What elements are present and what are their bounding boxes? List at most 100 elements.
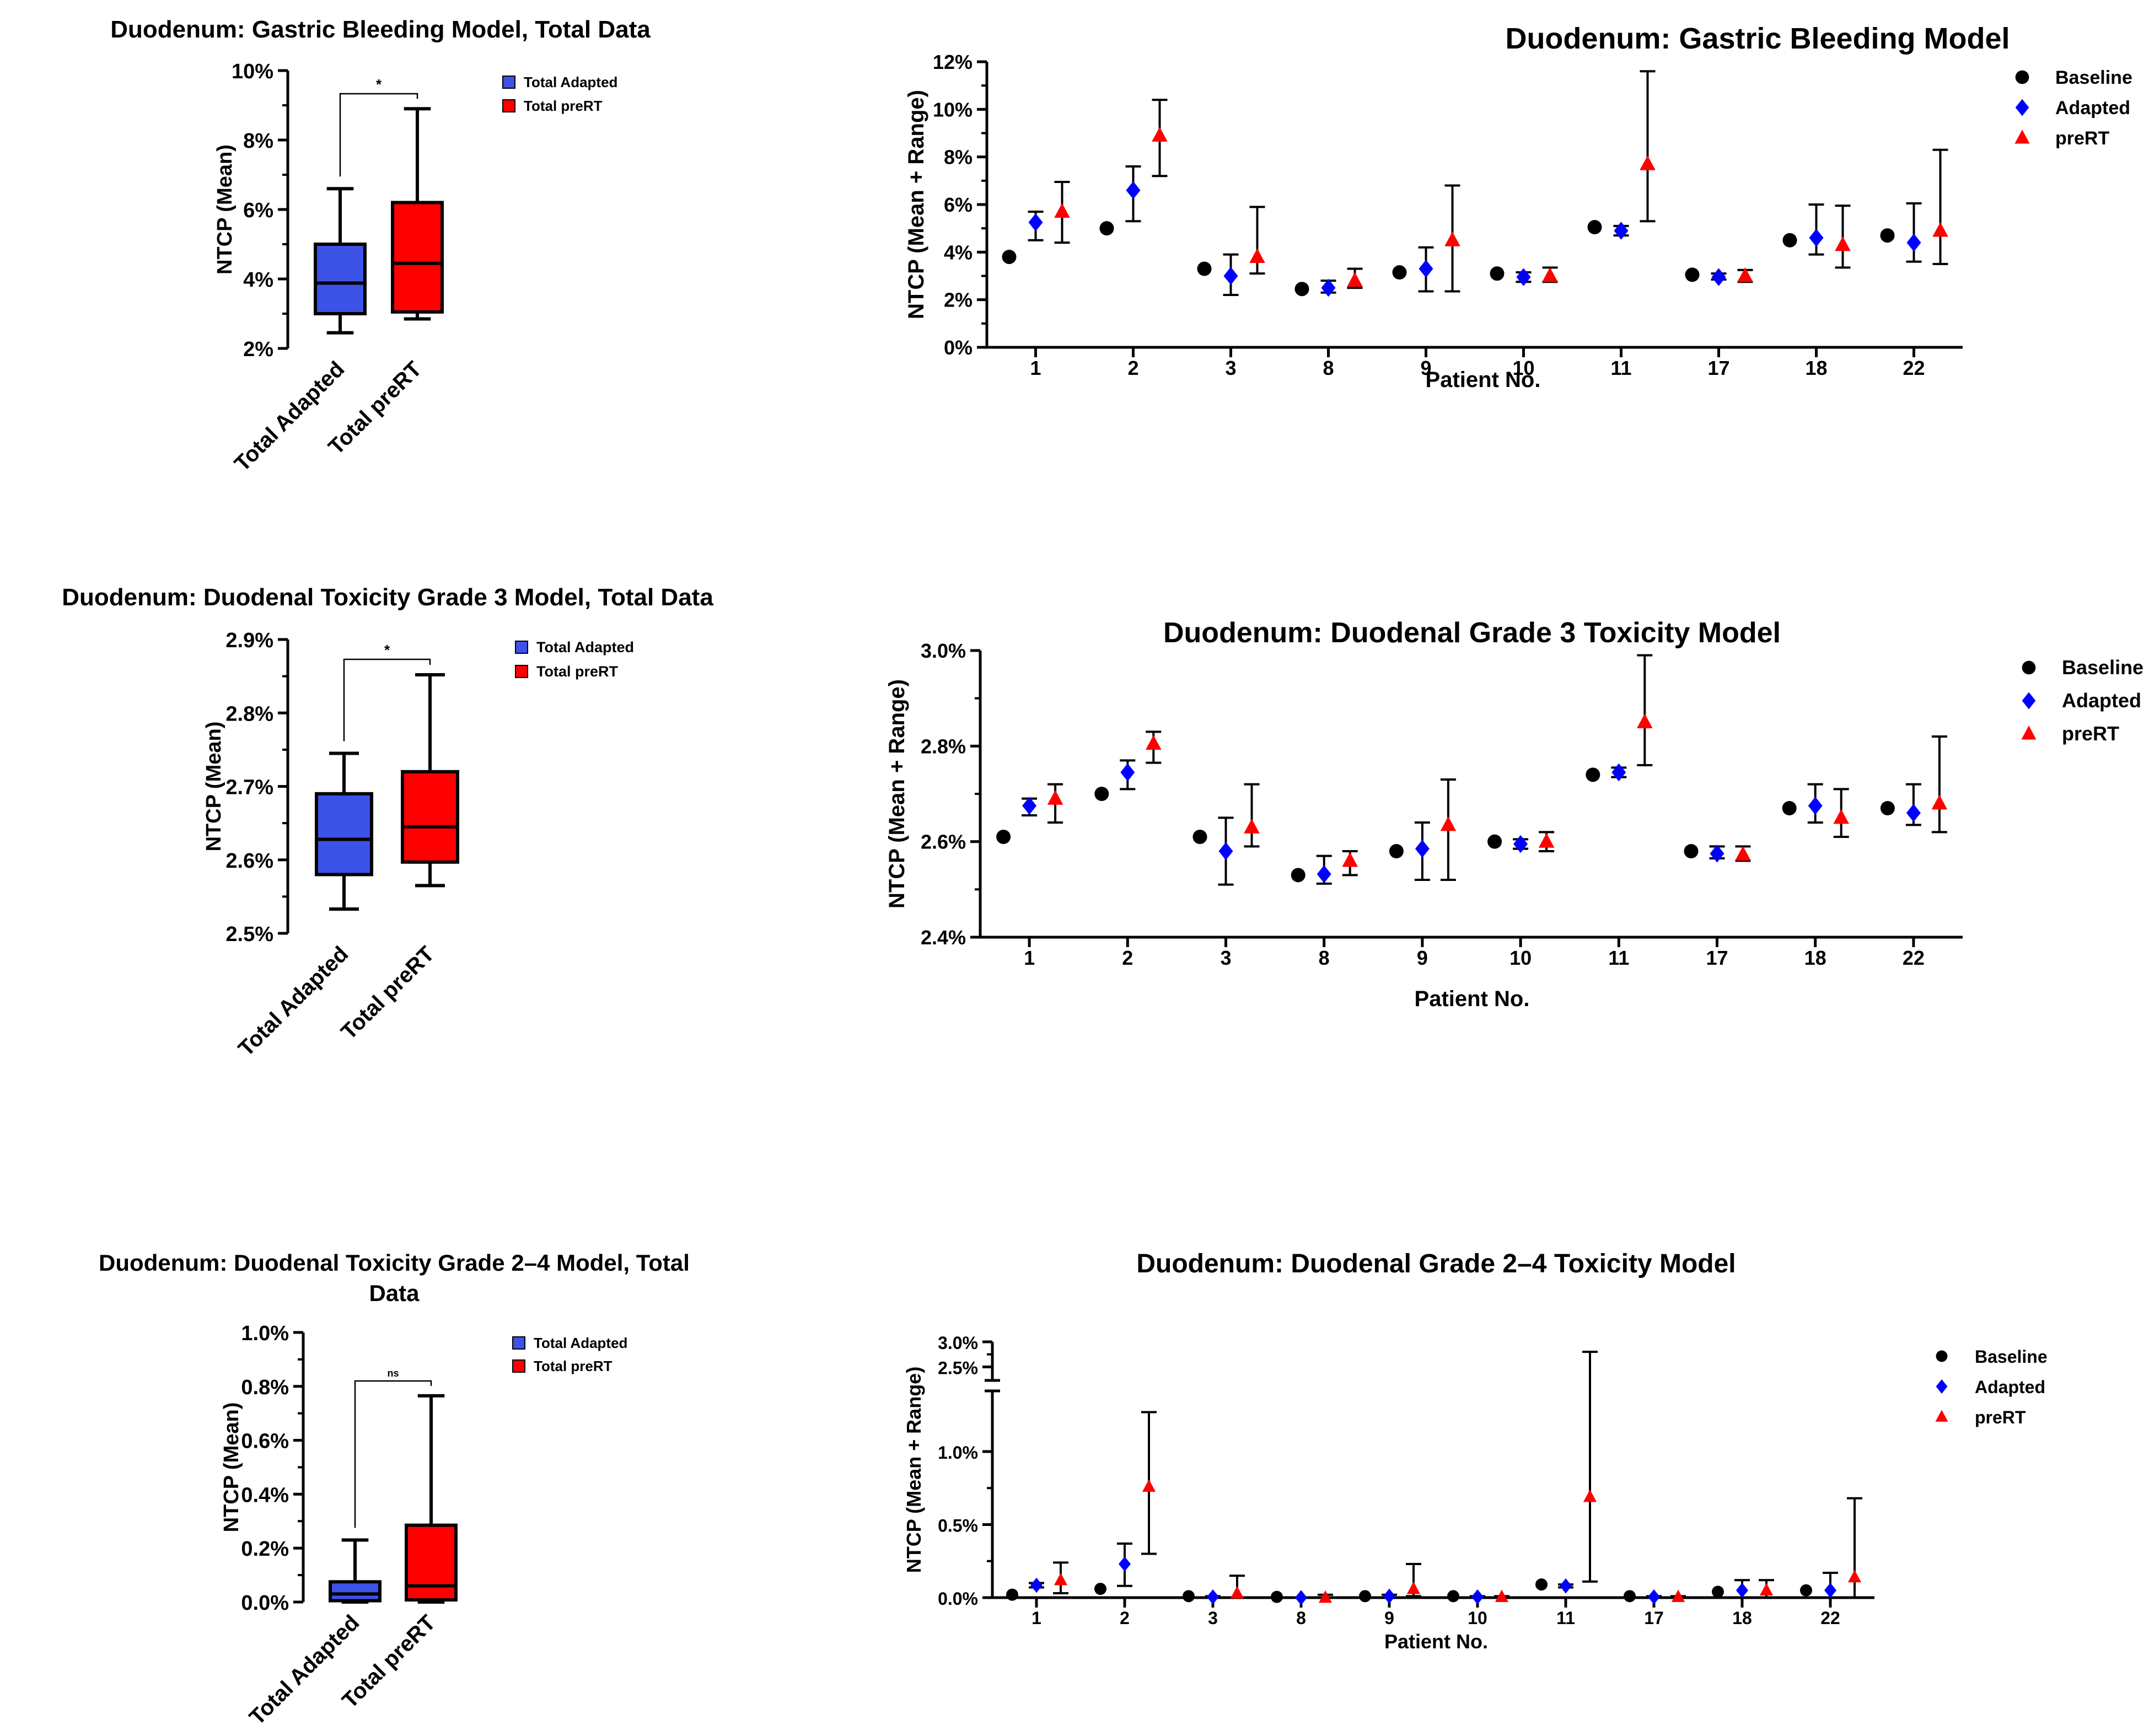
x-category-label: 8 [1323, 357, 1334, 379]
point-baseline-9 [1392, 265, 1407, 280]
point-prert-9 [1406, 1581, 1421, 1594]
x-category-label: 11 [1556, 1608, 1575, 1628]
legend-label: Total Adapted [534, 1335, 627, 1351]
point-baseline-18 [1782, 801, 1797, 815]
point-prert-8 [1318, 1590, 1333, 1603]
point-adapted-9 [1383, 1588, 1395, 1604]
y-tick-label: 2% [243, 338, 273, 361]
point-prert-17 [1735, 846, 1751, 861]
point-baseline-8 [1291, 868, 1305, 883]
y-tick-label: 0.8% [241, 1376, 289, 1399]
point-baseline-9 [1359, 1590, 1371, 1603]
point-adapted-22 [1824, 1583, 1836, 1598]
x-category-label: 18 [1732, 1608, 1752, 1628]
x-category-label: 8 [1319, 947, 1330, 969]
x-category-label: Total Adapted [245, 1610, 364, 1730]
point-prert-9 [1440, 816, 1457, 831]
x-category-label: Total preRT [336, 942, 439, 1044]
y-tick-label: 6% [243, 199, 273, 222]
y-tick-label: 0.0% [241, 1592, 289, 1615]
point-adapted-18 [1736, 1583, 1748, 1598]
y-tick-label: 0.6% [241, 1430, 289, 1453]
x-category-label: 18 [1805, 357, 1827, 379]
point-prert-11 [1637, 713, 1653, 729]
y-tick-label: 2.9% [225, 629, 273, 652]
legend-marker [2015, 99, 2029, 116]
point-baseline-17 [1685, 267, 1700, 282]
point-adapted-3 [1218, 842, 1233, 861]
point-prert-8 [1342, 852, 1358, 867]
x-category-label: 2 [1127, 357, 1138, 379]
y-tick-label: 2.4% [921, 926, 966, 949]
x-category-label: 22 [1903, 947, 1925, 969]
x-category-label: 17 [1707, 357, 1729, 379]
point-adapted-9 [1419, 260, 1433, 278]
x-category-label: 9 [1417, 947, 1428, 969]
x-category-label: 3 [1220, 947, 1231, 969]
scatter-chart-scatter2: Duodenum: Duodenal Grade 3 Toxicity Mode… [885, 617, 2143, 1011]
point-baseline-9 [1389, 844, 1404, 858]
point-adapted-2 [1126, 181, 1141, 200]
point-prert-18 [1759, 1583, 1774, 1596]
x-category-label: 9 [1420, 357, 1431, 379]
point-baseline-8 [1271, 1590, 1283, 1603]
point-baseline-8 [1294, 282, 1309, 297]
y-axis-label: NTCP (Mean + Range) [885, 679, 909, 909]
point-prert-11 [1640, 155, 1656, 170]
point-adapted-17 [1648, 1589, 1660, 1605]
point-adapted-18 [1809, 229, 1824, 247]
y-tick-label: 4% [944, 241, 973, 264]
point-prert-10 [1542, 267, 1558, 282]
point-prert-10 [1538, 833, 1555, 848]
y-tick-label: 2.6% [225, 850, 273, 873]
point-prert-1 [1054, 1573, 1068, 1585]
legend-label: Total preRT [534, 1358, 613, 1374]
legend-label: Baseline [2055, 67, 2132, 88]
x-category-label: 3 [1208, 1608, 1218, 1628]
x-category-label: 11 [1608, 947, 1629, 969]
legend-marker [2022, 660, 2036, 675]
legend-marker [1935, 1410, 1948, 1422]
x-category-label: 2 [1120, 1608, 1130, 1628]
point-baseline-10 [1447, 1590, 1459, 1603]
x-category-label: 1 [1030, 357, 1041, 379]
legend-marker [2014, 130, 2030, 144]
point-prert-18 [1833, 809, 1849, 824]
x-category-label: 1 [1031, 1608, 1041, 1628]
legend-label: Adapted [2055, 98, 2130, 119]
point-prert-1 [1047, 790, 1063, 805]
point-adapted-10 [1471, 1589, 1484, 1605]
scatter-chart-scatter1: Duodenum: Gastric Bleeding Model 0% 2% 4% 6%… [904, 22, 2132, 392]
point-prert-17 [1737, 267, 1753, 282]
x-category-label: 2 [1122, 947, 1133, 969]
y-tick-label: 2.7% [225, 776, 273, 799]
point-baseline-11 [1587, 220, 1602, 235]
point-adapted-1 [1030, 1577, 1043, 1593]
y-tick-label: 2.5% [938, 1358, 978, 1378]
significance-bracket [339, 93, 418, 177]
y-tick-label: 4% [243, 268, 273, 292]
point-prert-22 [1931, 794, 1948, 810]
x-category-label: 1 [1024, 947, 1035, 969]
x-category-label: 10 [1468, 1608, 1487, 1628]
point-baseline-3 [1183, 1590, 1195, 1603]
point-prert-9 [1444, 232, 1460, 246]
point-prert-11 [1583, 1489, 1597, 1502]
point-baseline-2 [1094, 1583, 1106, 1595]
y-tick-label: 12% [933, 51, 973, 73]
significance-label: * [384, 642, 390, 658]
box-iqr [401, 770, 459, 864]
point-prert-22 [1932, 222, 1948, 237]
point-adapted-2 [1119, 1556, 1131, 1572]
point-adapted-8 [1321, 278, 1336, 297]
legend-label: Baseline [1975, 1347, 2048, 1367]
legend-label: Total Adapted [524, 74, 617, 90]
legend-label: Adapted [1975, 1377, 2045, 1397]
legend-swatch [502, 99, 515, 112]
box-chart-box3: Duodenum: Duodenal Toxicity Grade 2–4 Mo… [99, 1250, 690, 1730]
legend-marker [2022, 692, 2036, 710]
point-baseline-18 [1712, 1585, 1724, 1598]
x-category-label: Total Adapted [234, 942, 353, 1061]
legend-swatch [515, 665, 528, 678]
x-category-label: 10 [1512, 357, 1534, 379]
